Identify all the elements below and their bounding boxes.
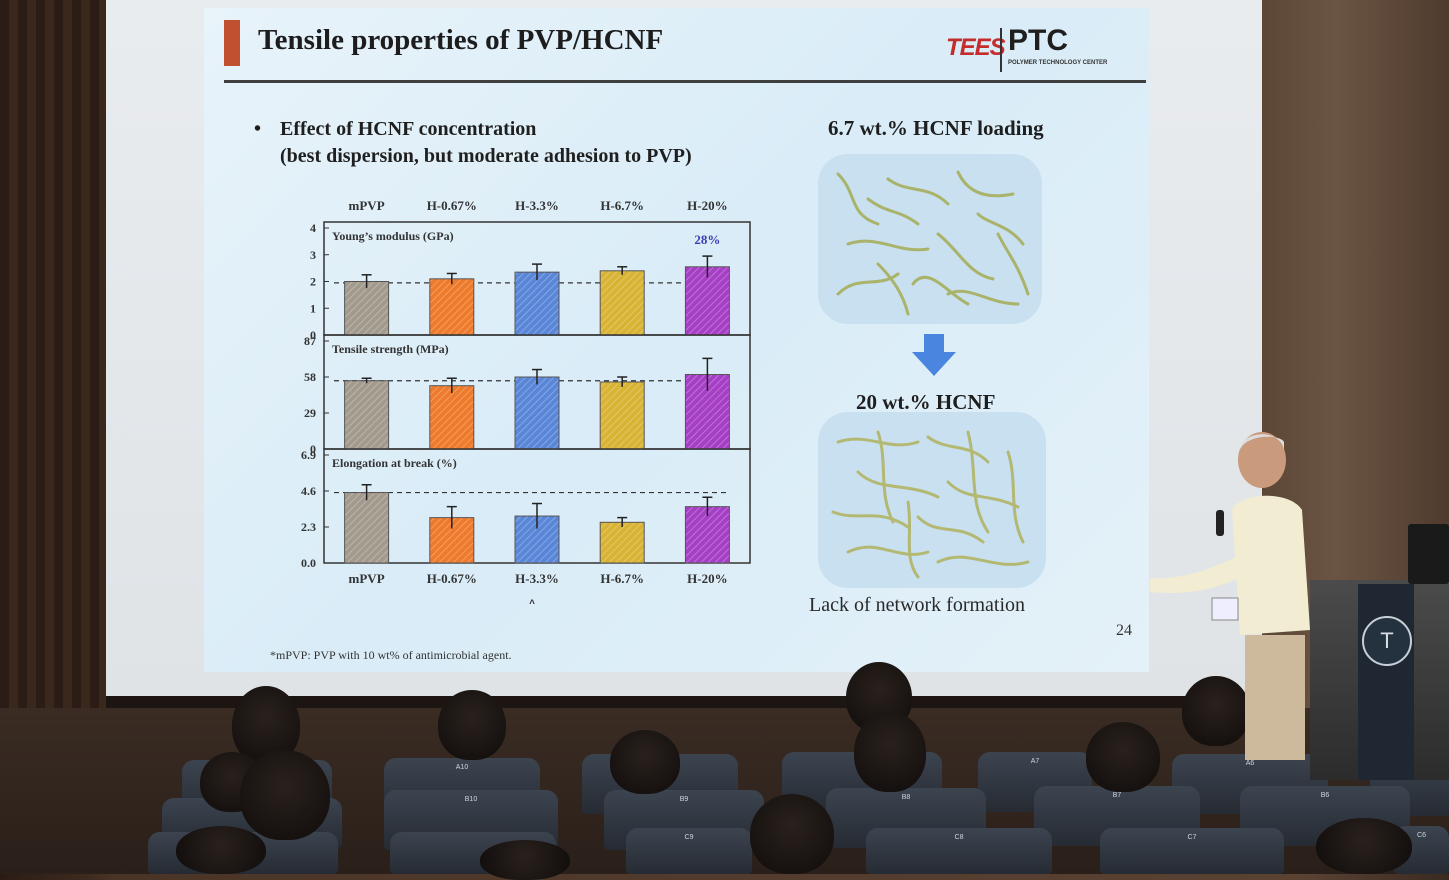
ptc-logo-text: PTC [1008,24,1068,57]
panel-label: Young’s modulus (GPa) [332,229,454,243]
seat-label: B10 [464,796,478,803]
tensile-bar-chart: mPVP H-0.67% H-3.3% H-6.7% H-20% Young’s modu… [301,198,751,604]
lectern-monitor [1408,524,1449,584]
micrograph-20-wt [818,412,1046,588]
y-tick-label: 87 [304,334,316,348]
bar [599,270,645,336]
percent-annotation: 28% [694,232,720,247]
stage-edge [106,696,1262,708]
y-tick-label: 2 [310,275,316,289]
seat-label: B6 [1320,792,1330,799]
fiber-cluster-image [831,430,1030,579]
category-label-top: H-20% [687,198,727,213]
panel-label: Tensile strength (MPa) [332,342,449,356]
down-arrow-icon [912,334,956,376]
seat-label: C8 [954,834,964,841]
y-tick-label: 6.9 [301,448,316,462]
category-label-bottom: H-6.7% [600,571,644,586]
bar [599,521,645,564]
university-seal-icon: T [1362,616,1412,666]
seat-label: B8 [901,794,911,801]
slide-title: Tensile properties of PVP/HCNF [258,24,664,56]
category-label-top: H-0.67% [427,198,477,213]
category-label-top: mPVP [349,198,385,213]
presenter-figure [1150,432,1310,760]
bar [684,266,730,336]
y-tick-label: 4.6 [301,484,316,498]
seat-label: C6 [1417,832,1426,839]
bar [514,515,560,564]
audience-member-head [176,826,266,874]
seat-label: A7 [1030,758,1040,765]
y-tick-label: 58 [304,370,316,384]
seat-label: B9 [679,796,689,803]
footnote: *mPVP: PVP with 10 wt% of antimicrobial … [270,648,512,662]
bullet-dot: • [254,118,262,140]
y-tick-label: 0.0 [301,556,316,570]
auditorium-seat: C8 [866,828,1052,874]
micrograph-6-7-wt [818,154,1042,324]
category-label-top: H-3.3% [515,198,559,213]
category-label-bottom: H-3.3% [515,571,559,586]
category-label-bottom: mPVP [349,571,385,586]
bullet-line-2: (best dispersion, but moderate adhesion … [280,145,692,167]
bar [514,376,560,450]
y-tick-label: 4 [310,221,316,235]
figure-label: A [527,596,537,604]
audience-member-head [750,794,834,874]
y-tick-label: 0 [310,328,316,342]
lectern-front [1358,584,1414,780]
seat-label: C9 [684,834,694,841]
presentation-slide: Tensile properties of PVP/HCNF TEES PTC … [204,8,1149,672]
title-divider [224,80,1146,83]
audience-member-head [854,712,926,792]
presenter [1150,430,1310,760]
seat-label: A10 [455,764,469,771]
fiber-network-image [836,170,1030,316]
network-caption: Lack of network formation [809,594,1026,616]
page-number: 24 [1116,622,1132,639]
audience-member-head [438,690,506,760]
y-tick-label: 29 [304,406,316,420]
category-label-bottom: H-20% [687,571,727,586]
bar [344,281,390,336]
auditorium-seat: C9 [626,828,752,874]
seat-label: C7 [1187,834,1197,841]
bar [429,385,475,450]
category-label-top: H-6.7% [600,198,644,213]
audience-member-head [1086,722,1160,792]
y-tick-label: 1 [310,301,316,315]
bar [344,492,390,564]
audience-member-head [480,840,570,880]
lectern: T [1310,580,1449,780]
audience-member-head [610,730,680,794]
ptc-logo: TEES PTC POLYMER TECHNOLOGY CENTER [946,24,1146,76]
tees-logo-text: TEES [946,34,1006,61]
ptc-logo-subtitle: POLYMER TECHNOLOGY CENTER [1008,60,1108,66]
audience-member-head [240,750,330,840]
panel-label: Elongation at break (%) [332,456,457,470]
auditorium-seat: C7 [1100,828,1284,874]
logo-separator [1000,28,1002,72]
seat-label: A6 [1245,760,1255,767]
title-accent-bar [224,20,240,66]
y-tick-label: 3 [310,248,316,262]
bar [344,380,390,450]
heading-6-7-wt: 6.7 wt.% HCNF loading [828,116,1044,140]
y-tick-label: 0 [310,442,316,456]
heading-20-wt: 20 wt.% HCNF [856,390,996,414]
bar [429,278,475,336]
seat-label: B7 [1112,792,1122,799]
y-tick-label: 2.3 [301,520,316,534]
audience-member-head [1182,676,1250,746]
audience-member-head [1316,818,1412,874]
category-label-bottom: H-0.67% [427,571,477,586]
bullet-line-1: Effect of HCNF concentration [280,118,537,140]
bar [599,381,645,450]
bar [514,271,560,336]
